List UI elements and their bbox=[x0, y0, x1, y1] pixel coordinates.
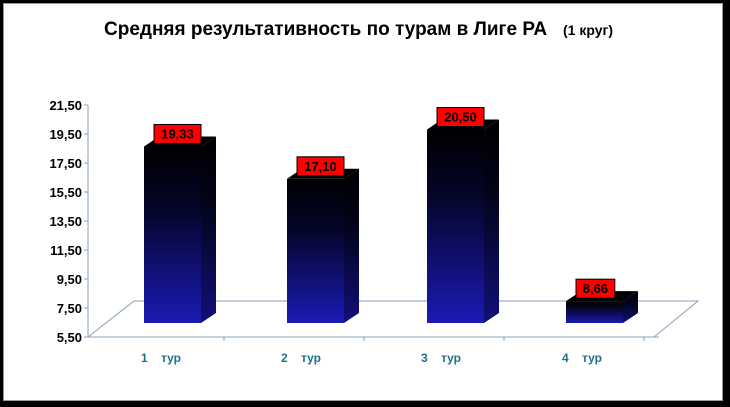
data-label: 8,66 bbox=[575, 278, 616, 299]
y-tick-label: 21,50 bbox=[49, 98, 82, 113]
data-label-box bbox=[153, 123, 202, 144]
data-label-text: 17,10 bbox=[304, 159, 337, 174]
x-tick-label: 4 тур bbox=[562, 351, 602, 365]
data-label: 19,33 bbox=[153, 123, 202, 144]
x-tick-labels: 1 тур 2 тур 3 тур 4 тур bbox=[88, 336, 659, 365]
bars-group bbox=[144, 119, 638, 323]
x-tick-label: 3 тур bbox=[421, 351, 461, 365]
y-tick-labels: 5,50 7,50 9,50 11,50 13,50 15,50 17,50 19,50 21,… bbox=[49, 98, 88, 345]
bar-side bbox=[484, 119, 499, 323]
data-label-text: 20,50 bbox=[444, 110, 477, 125]
data-label-box bbox=[296, 156, 345, 177]
chart-title: Средняя результативность по турам в Лиге… bbox=[104, 19, 547, 40]
y-tick-label: 13,50 bbox=[49, 214, 82, 229]
data-label-text: 8,66 bbox=[583, 281, 608, 296]
bar bbox=[427, 119, 499, 323]
bar bbox=[287, 168, 359, 323]
bar bbox=[144, 136, 216, 323]
y-tick-label: 17,50 bbox=[49, 156, 82, 171]
y-tick-label: 9,50 bbox=[57, 272, 82, 287]
y-tick-label: 7,50 bbox=[57, 301, 82, 316]
y-tick-label: 19,50 bbox=[49, 127, 82, 142]
data-label-text: 19,33 bbox=[161, 126, 194, 141]
chart-subtitle: (1 круг) bbox=[563, 22, 613, 38]
bar-side bbox=[201, 136, 216, 323]
x-tick-label: 1 тур bbox=[141, 351, 181, 365]
x-tick-label: 2 тур bbox=[281, 351, 321, 365]
data-labels-group: 19,33 17,10 20,50 8,66 bbox=[153, 107, 616, 299]
bar-front bbox=[566, 301, 623, 323]
data-label-box bbox=[436, 107, 485, 127]
bar-chart: Средняя результативность по турам в Лиге… bbox=[49, 19, 700, 365]
bar bbox=[566, 291, 638, 323]
bar-front bbox=[287, 178, 344, 323]
data-label: 17,10 bbox=[296, 156, 345, 177]
bar-front bbox=[144, 146, 201, 323]
bar-side bbox=[623, 291, 638, 323]
bar-front bbox=[427, 129, 484, 323]
y-tick-label: 11,50 bbox=[50, 243, 82, 258]
chart-frame: Средняя результативность по турам в Лиге… bbox=[3, 3, 723, 401]
data-label-box bbox=[575, 278, 616, 299]
data-label: 20,50 bbox=[436, 107, 485, 127]
y-tick-label: 15,50 bbox=[49, 185, 82, 200]
bar-side bbox=[344, 168, 359, 323]
y-tick-label: 5,50 bbox=[57, 330, 82, 345]
